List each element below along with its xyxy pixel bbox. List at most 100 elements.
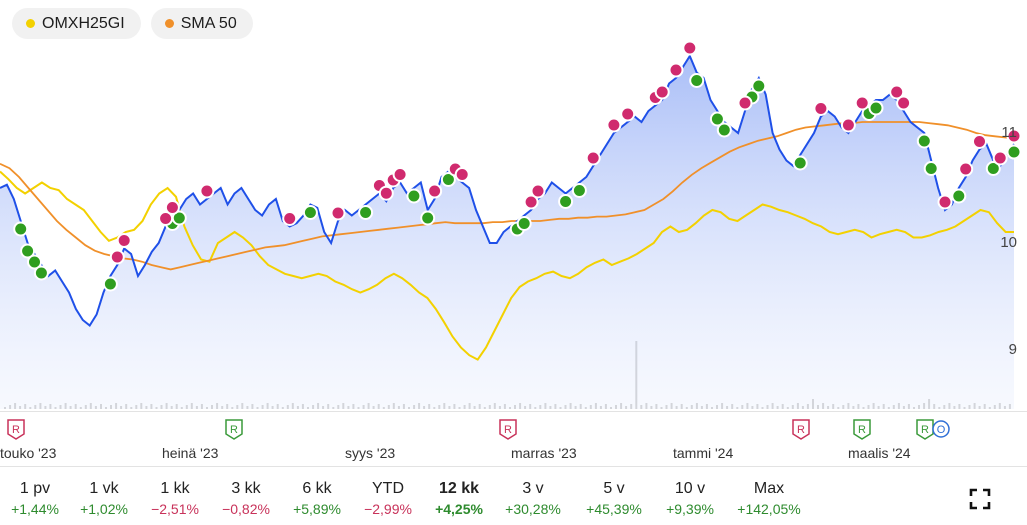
period-1w[interactable]: 1 vk +1,02% bbox=[69, 468, 139, 517]
sell-signal-dot[interactable] bbox=[530, 183, 546, 199]
axis-separator bbox=[0, 411, 1027, 412]
period-12m[interactable]: 12 kk +4,25% bbox=[424, 468, 494, 517]
sell-signal-dot[interactable] bbox=[116, 233, 132, 248]
sell-signal-dot[interactable] bbox=[330, 205, 346, 221]
buy-signal-dot[interactable] bbox=[751, 78, 767, 94]
buy-signal-dot[interactable] bbox=[27, 254, 42, 270]
event-marker-r[interactable]: R bbox=[7, 419, 25, 440]
period-5y[interactable]: 5 v +45,39% bbox=[579, 468, 649, 517]
period-ytd[interactable]: YTD −2,99% bbox=[353, 468, 423, 517]
event-marker-r[interactable]: R bbox=[853, 419, 871, 440]
sell-signal-dot[interactable] bbox=[813, 101, 829, 116]
buy-signal-dot[interactable] bbox=[440, 172, 456, 187]
sell-signal-dot[interactable] bbox=[427, 183, 443, 199]
sell-signal-dot[interactable] bbox=[958, 161, 974, 177]
buy-signal-dot[interactable] bbox=[516, 216, 532, 231]
sell-signal-dot[interactable] bbox=[937, 194, 953, 210]
period-label: 1 kk bbox=[160, 480, 190, 497]
legend-item-sma50[interactable]: SMA 50 bbox=[150, 8, 253, 39]
event-marker-shape bbox=[499, 419, 517, 440]
event-marker-r[interactable]: R bbox=[792, 419, 810, 440]
sell-signal-dot[interactable] bbox=[164, 200, 180, 215]
event-marker-o[interactable]: O bbox=[932, 420, 950, 438]
event-marker-r[interactable]: R bbox=[916, 419, 934, 440]
sell-signal-dot[interactable] bbox=[682, 40, 698, 56]
sell-signal-dot[interactable] bbox=[158, 211, 174, 226]
sell-signal-dot[interactable] bbox=[392, 167, 408, 182]
period-label: 10 v bbox=[674, 480, 706, 497]
period-change: +1,44% bbox=[11, 501, 59, 517]
period-change: +45,39% bbox=[586, 501, 642, 517]
buy-signal-dot[interactable] bbox=[420, 210, 436, 226]
period-max[interactable]: Max +142,05% bbox=[734, 468, 804, 517]
sell-signal-dot[interactable] bbox=[840, 117, 856, 133]
sell-signal-dot[interactable] bbox=[889, 84, 905, 100]
sell-signal-dot[interactable] bbox=[1006, 128, 1022, 144]
x-tick-label: touko '23 bbox=[0, 445, 57, 461]
sell-signal-dot[interactable] bbox=[199, 183, 215, 199]
event-marker-r[interactable]: R bbox=[225, 419, 243, 440]
x-tick-label: heinä '23 bbox=[162, 445, 219, 461]
buy-signal-dot[interactable] bbox=[868, 100, 884, 116]
legend-item-omxh25gi[interactable]: OMXH25GI bbox=[12, 8, 141, 39]
fullscreen-icon[interactable] bbox=[969, 488, 991, 510]
event-marker-letter: R bbox=[858, 424, 866, 436]
sell-signal-dot[interactable] bbox=[668, 62, 684, 78]
period-change: +9,39% bbox=[666, 501, 714, 517]
event-marker-letter: R bbox=[504, 424, 512, 436]
sell-signal-dot[interactable] bbox=[378, 185, 394, 201]
buy-signal-dot[interactable] bbox=[985, 161, 1001, 176]
buy-signal-dot[interactable] bbox=[558, 194, 574, 209]
buy-signal-dot[interactable] bbox=[302, 205, 318, 220]
sell-signal-dot[interactable] bbox=[282, 211, 298, 226]
sell-signal-dot[interactable] bbox=[972, 134, 987, 149]
x-tick-label: marras '23 bbox=[511, 445, 577, 461]
y-tick-label: 10 bbox=[1000, 234, 1017, 251]
period-6m[interactable]: 6 kk +5,89% bbox=[282, 468, 352, 517]
buy-signal-dot[interactable] bbox=[571, 183, 587, 198]
sell-signal-dot[interactable] bbox=[109, 249, 125, 265]
buy-signal-dot[interactable] bbox=[102, 276, 118, 292]
period-label: Max bbox=[753, 480, 785, 497]
buy-signal-dot[interactable] bbox=[689, 73, 705, 88]
event-marker-letter: O bbox=[937, 424, 946, 436]
period-change: −0,82% bbox=[222, 501, 270, 517]
buy-signal-dot[interactable] bbox=[716, 122, 732, 138]
buy-signal-dot[interactable] bbox=[709, 111, 725, 127]
sell-signal-dot[interactable] bbox=[620, 106, 636, 122]
sell-signal-dot[interactable] bbox=[737, 95, 753, 111]
sell-signal-dot[interactable] bbox=[454, 167, 470, 182]
buy-signal-dot[interactable] bbox=[951, 188, 967, 204]
buy-signal-dot[interactable] bbox=[916, 133, 932, 149]
period-1m[interactable]: 1 kk −2,51% bbox=[140, 468, 210, 517]
x-tick-label: syys '23 bbox=[345, 445, 396, 461]
omxh25gi-line bbox=[0, 170, 1014, 361]
buy-signal-dot[interactable] bbox=[20, 243, 36, 259]
buy-signal-dot[interactable] bbox=[13, 221, 29, 237]
buy-signal-dot[interactable] bbox=[792, 155, 808, 171]
event-marker-r[interactable]: R bbox=[499, 419, 517, 440]
period-label: 5 v bbox=[603, 480, 625, 497]
sell-signal-dot[interactable] bbox=[854, 95, 870, 111]
legend: OMXH25GI SMA 50 bbox=[12, 8, 253, 39]
sell-signal-dot[interactable] bbox=[523, 194, 539, 210]
buy-signal-dot[interactable] bbox=[923, 161, 939, 176]
sell-signal-dot[interactable] bbox=[896, 95, 912, 111]
period-3m[interactable]: 3 kk −0,82% bbox=[211, 468, 281, 517]
buy-signal-dot[interactable] bbox=[358, 205, 374, 220]
period-3y[interactable]: 3 v +30,28% bbox=[498, 468, 568, 517]
sell-signal-dot[interactable] bbox=[585, 150, 601, 166]
sell-signal-dot[interactable] bbox=[606, 117, 622, 133]
period-change: −2,51% bbox=[151, 501, 199, 517]
period-1d[interactable]: 1 pv +1,44% bbox=[0, 468, 70, 517]
period-label: YTD bbox=[372, 480, 404, 497]
buy-signal-dot[interactable] bbox=[33, 265, 49, 281]
period-10y[interactable]: 10 v +9,39% bbox=[655, 468, 725, 517]
buy-signal-dot[interactable] bbox=[406, 188, 422, 204]
buy-signal-dot[interactable] bbox=[1006, 144, 1022, 160]
sell-signal-dot[interactable] bbox=[654, 84, 670, 100]
period-label: 1 pv bbox=[19, 480, 51, 497]
sell-signal-dot[interactable] bbox=[992, 150, 1008, 166]
